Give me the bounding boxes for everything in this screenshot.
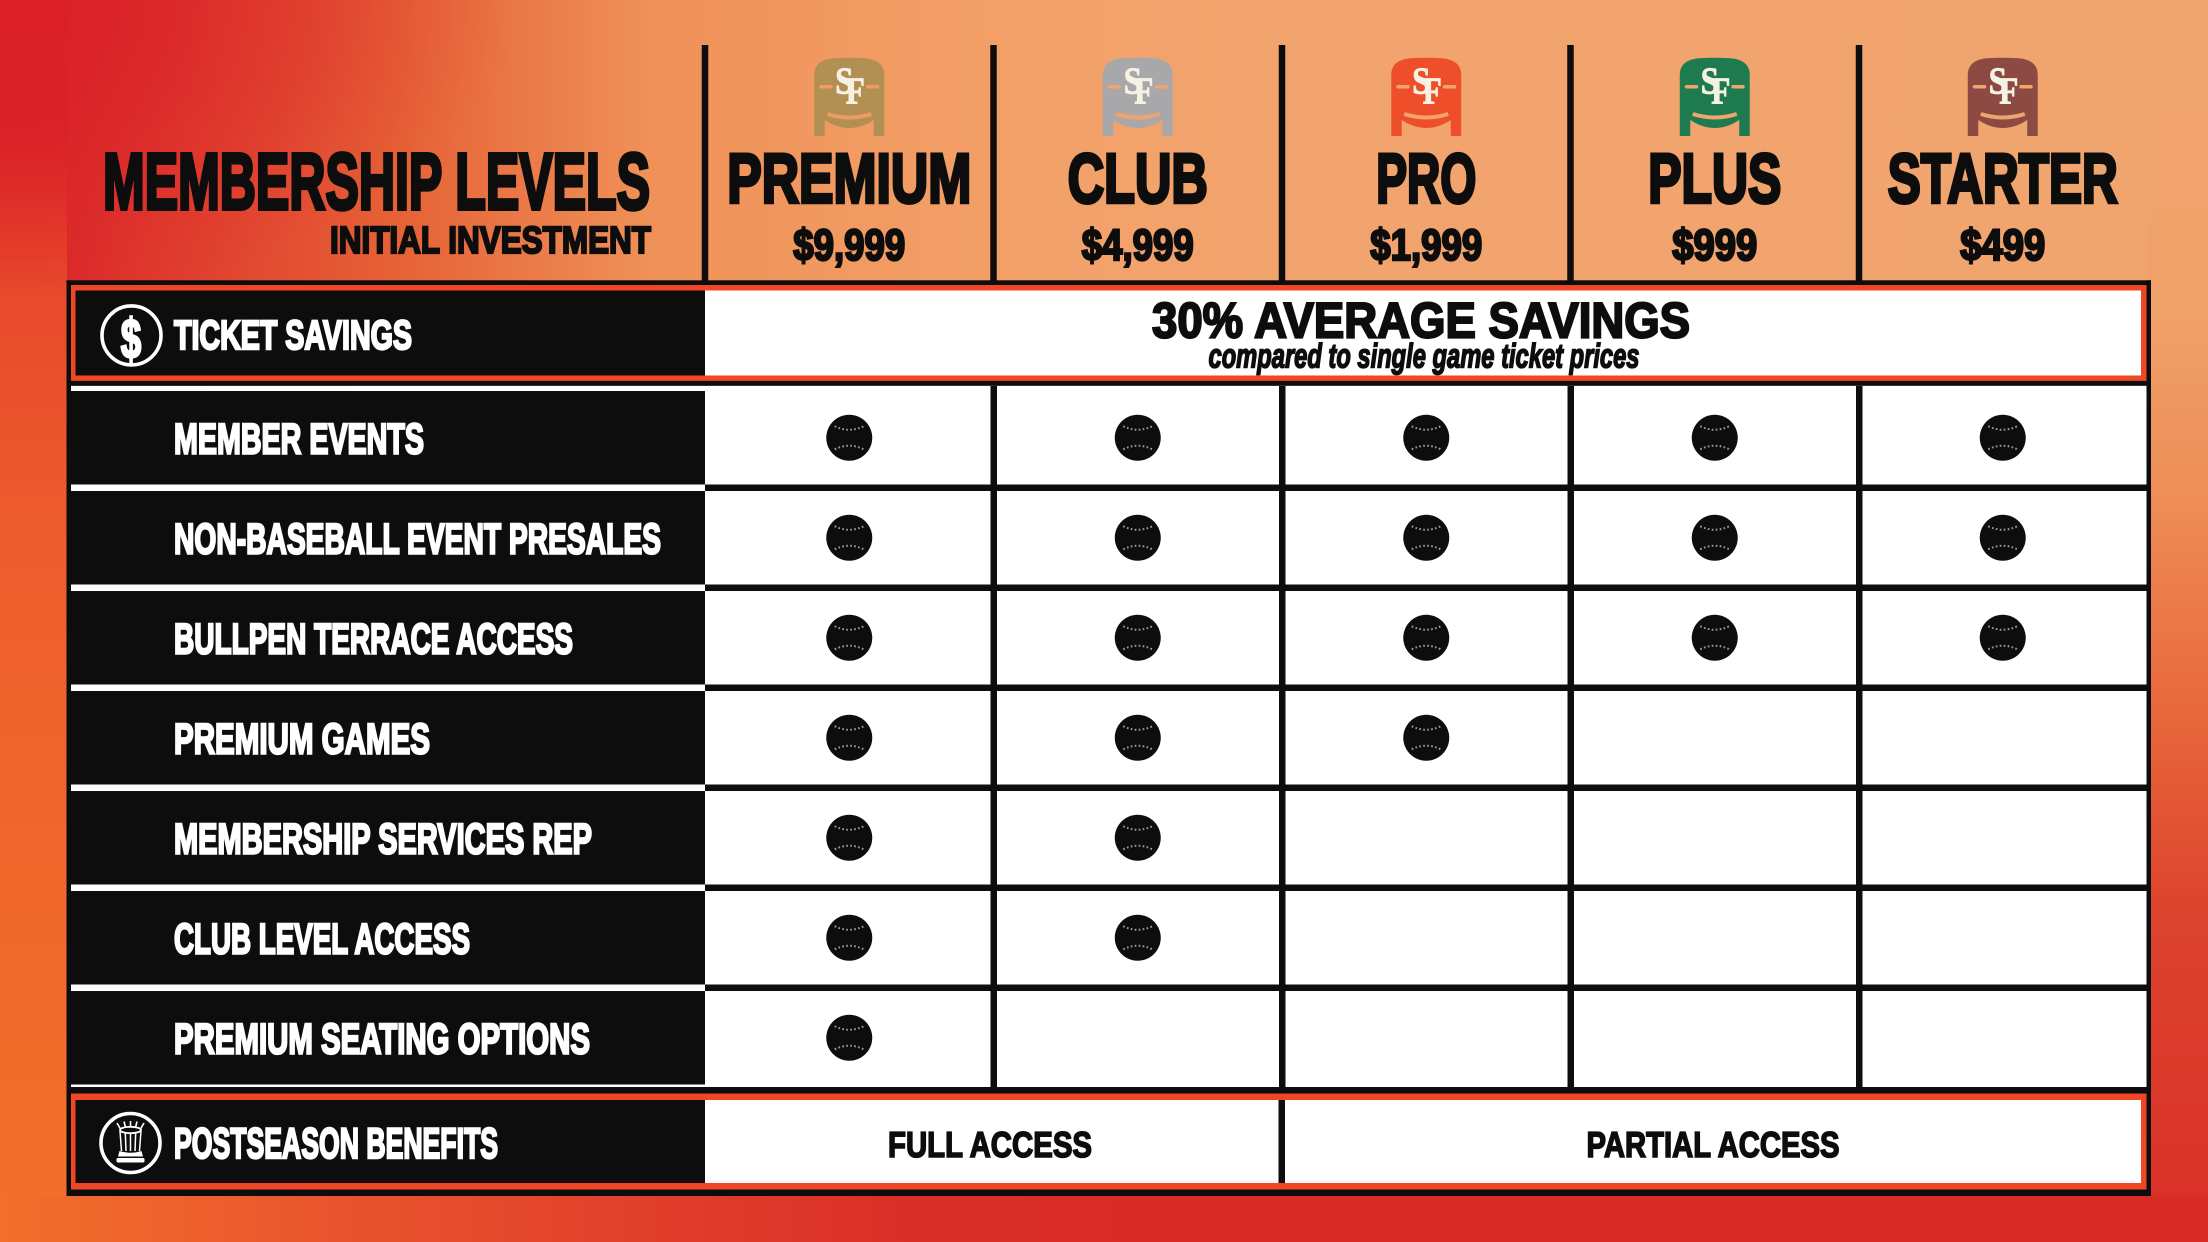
svg-text:PRO: PRO — [1376, 140, 1476, 218]
svg-text:CLUB: CLUB — [1068, 140, 1208, 218]
svg-text:MEMBER EVENTS: MEMBER EVENTS — [174, 415, 424, 463]
svg-text:$9,999: $9,999 — [793, 221, 905, 270]
svg-text:CLUB LEVEL ACCESS: CLUB LEVEL ACCESS — [174, 915, 470, 963]
svg-text:MEMBERSHIP SERVICES REP: MEMBERSHIP SERVICES REP — [174, 815, 592, 863]
svg-text:$499: $499 — [1960, 221, 2045, 270]
svg-text:$: $ — [121, 307, 142, 370]
svg-text:30% AVERAGE SAVINGS: 30% AVERAGE SAVINGS — [1152, 293, 1690, 349]
svg-text:TICKET SAVINGS: TICKET SAVINGS — [174, 312, 412, 358]
svg-text:PARTIAL ACCESS: PARTIAL ACCESS — [1587, 1124, 1840, 1165]
svg-text:STARTER: STARTER — [1888, 140, 2118, 218]
svg-text:BULLPEN TERRACE ACCESS: BULLPEN TERRACE ACCESS — [174, 615, 573, 663]
svg-text:INITIAL INVESTMENT: INITIAL INVESTMENT — [330, 220, 651, 262]
svg-text:PREMIUM: PREMIUM — [727, 140, 971, 218]
svg-text:$4,999: $4,999 — [1082, 221, 1194, 270]
svg-text:MEMBERSHIP LEVELS: MEMBERSHIP LEVELS — [103, 137, 650, 226]
svg-text:FULL ACCESS: FULL ACCESS — [888, 1124, 1092, 1165]
svg-text:PREMIUM SEATING OPTIONS: PREMIUM SEATING OPTIONS — [174, 1015, 590, 1063]
svg-text:POSTSEASON BENEFITS: POSTSEASON BENEFITS — [174, 1120, 498, 1168]
svg-text:PLUS: PLUS — [1648, 140, 1781, 218]
svg-text:compared to single game ticket: compared to single game ticket prices — [1209, 338, 1640, 376]
svg-text:$1,999: $1,999 — [1370, 221, 1482, 270]
svg-text:$999: $999 — [1672, 221, 1757, 270]
svg-text:PREMIUM GAMES: PREMIUM GAMES — [174, 715, 430, 763]
svg-text:NON-BASEBALL EVENT PRESALES: NON-BASEBALL EVENT PRESALES — [174, 515, 661, 563]
